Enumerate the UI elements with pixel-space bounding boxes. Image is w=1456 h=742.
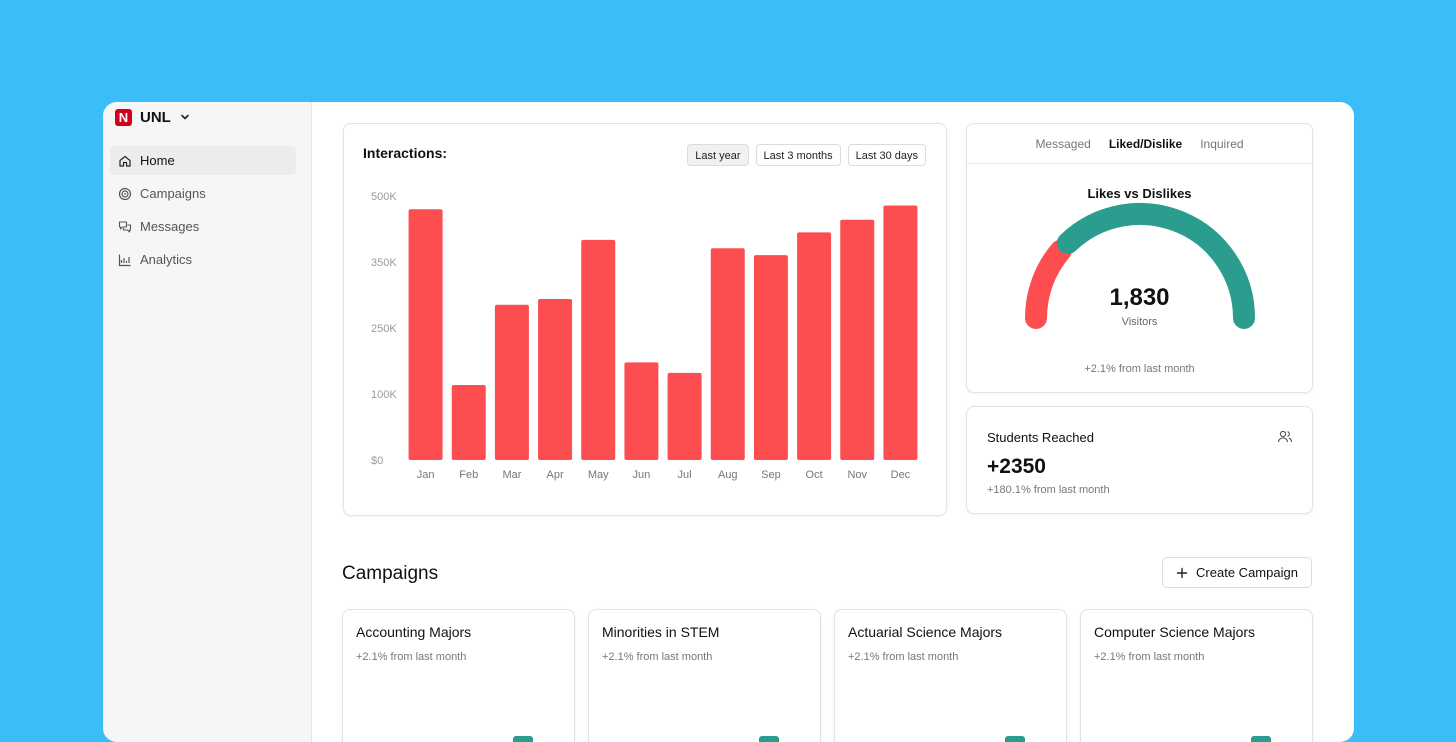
- y-tick-label: 350K: [371, 257, 397, 269]
- likes-dislikes-gauge: [1025, 203, 1255, 329]
- bar-jan[interactable]: [408, 209, 443, 460]
- mini-bar: [1251, 736, 1271, 742]
- x-tick-label: Jul: [678, 469, 692, 481]
- chevron-down-icon: [181, 114, 189, 120]
- x-tick-label: Aug: [718, 469, 738, 481]
- bar-aug[interactable]: [710, 248, 745, 460]
- x-tick-label: Nov: [847, 469, 867, 481]
- campaign-subtitle: +2.1% from last month: [848, 651, 959, 663]
- x-tick-label: Sep: [761, 469, 781, 481]
- sidebar-item-messages[interactable]: Messages: [110, 212, 296, 241]
- range-selector: Last year Last 3 months Last 30 days: [687, 144, 926, 166]
- bar-jul[interactable]: [667, 372, 702, 460]
- home-icon: [119, 155, 131, 167]
- bar-may[interactable]: [581, 239, 616, 460]
- gauge-label: Visitors: [1121, 316, 1158, 328]
- bar-oct[interactable]: [797, 232, 832, 460]
- campaign-card-actuarial[interactable]: Actuarial Science Majors +2.1% from last…: [834, 609, 1067, 742]
- x-tick-label: Jun: [633, 469, 651, 481]
- target-icon: [118, 187, 132, 200]
- gauge-title: Likes vs Dislikes: [1087, 186, 1192, 201]
- range-last-year-button[interactable]: Last year: [687, 144, 749, 166]
- campaign-mini-chart: [1005, 736, 1025, 742]
- sidebar-item-analytics[interactable]: Analytics: [110, 245, 296, 274]
- y-tick-label: 100K: [371, 389, 397, 401]
- campaign-title: Minorities in STEM: [602, 624, 720, 640]
- interactions-card: Interactions: Last year Last 3 months La…: [343, 123, 947, 516]
- gauge-footer: +2.1% from last month: [1084, 363, 1195, 375]
- campaign-mini-chart: [1251, 736, 1271, 742]
- likes-gauge-card: Messaged Liked/Dislike Inquired Likes vs…: [966, 123, 1313, 393]
- tab-liked-dislike[interactable]: Liked/Dislike: [1108, 137, 1183, 151]
- mini-bar: [1005, 736, 1025, 742]
- create-campaign-button[interactable]: Create Campaign: [1162, 557, 1312, 588]
- y-tick-label: $0: [371, 455, 383, 467]
- sidebar-item-label: Home: [140, 153, 175, 168]
- campaigns-title: Campaigns: [342, 563, 439, 584]
- gauge-value: 1,830: [1109, 284, 1170, 311]
- plus-icon: [1176, 567, 1188, 578]
- gauge-likes-arc: [1056, 203, 1255, 329]
- bar-apr[interactable]: [538, 298, 573, 460]
- sidebar-item-label: Campaigns: [140, 186, 206, 201]
- mini-bar: [759, 736, 779, 742]
- bar-dec[interactable]: [883, 205, 918, 460]
- campaign-card-stem[interactable]: Minorities in STEM +2.1% from last month: [588, 609, 821, 742]
- brand-name: UNL: [140, 108, 171, 126]
- x-tick-label: Feb: [459, 469, 478, 481]
- students-reached-footer: +180.1% from last month: [987, 484, 1110, 496]
- students-reached-value: +2350: [987, 455, 1046, 478]
- y-tick-label: 250K: [371, 323, 397, 335]
- campaign-subtitle: +2.1% from last month: [602, 651, 713, 663]
- users-icon: [1277, 430, 1293, 443]
- x-tick-label: Apr: [547, 469, 564, 481]
- campaign-mini-chart: [759, 736, 779, 742]
- range-last-3-months-button[interactable]: Last 3 months: [755, 144, 841, 166]
- bar-mar[interactable]: [494, 304, 529, 460]
- gauge-dislikes-arc: [1025, 239, 1072, 329]
- campaign-title: Computer Science Majors: [1094, 624, 1256, 640]
- sidebar-item-label: Messages: [140, 219, 200, 234]
- sidebar-item-home[interactable]: Home: [110, 146, 296, 175]
- campaign-subtitle: +2.1% from last month: [1094, 651, 1205, 663]
- interactions-title: Interactions:: [363, 145, 448, 161]
- campaign-title: Accounting Majors: [356, 624, 472, 640]
- bar-feb[interactable]: [451, 385, 486, 460]
- brand-logo: N: [115, 108, 132, 126]
- bar-sep[interactable]: [753, 255, 788, 460]
- students-reached-card: Students Reached +2350 +180.1% from last…: [966, 406, 1313, 514]
- create-campaign-label: Create Campaign: [1196, 565, 1298, 580]
- campaign-subtitle: +2.1% from last month: [356, 651, 467, 663]
- bar-jun[interactable]: [624, 362, 659, 460]
- interactions-bar-chart: $0 100K 250K 350K 500K Jan Feb Mar Apr May Jun Jul A…: [371, 191, 918, 481]
- x-tick-label: Mar: [502, 469, 521, 481]
- y-tick-label: 500K: [371, 191, 397, 203]
- messages-icon: [118, 220, 132, 233]
- tab-messaged[interactable]: Messaged: [1035, 137, 1091, 151]
- campaign-card-computer-science[interactable]: Computer Science Majors +2.1% from last …: [1080, 609, 1313, 742]
- gauge-tabs: Messaged Liked/Dislike Inquired: [967, 124, 1312, 164]
- x-tick-label: Dec: [891, 469, 911, 481]
- students-reached-title: Students Reached: [987, 430, 1094, 445]
- bar-nov[interactable]: [840, 219, 875, 460]
- sidebar-item-label: Analytics: [140, 252, 193, 267]
- workspace-switcher[interactable]: N UNL: [115, 108, 191, 126]
- mini-bar: [513, 736, 533, 742]
- x-tick-label: May: [588, 469, 609, 481]
- tab-inquired[interactable]: Inquired: [1200, 137, 1244, 151]
- range-last-30-days-button[interactable]: Last 30 days: [847, 144, 926, 166]
- app-window: N UNL Home Campaigns Messages Analytics: [103, 102, 1354, 742]
- campaign-mini-chart: [513, 736, 533, 742]
- x-tick-label: Jan: [417, 469, 435, 481]
- x-tick-label: Oct: [806, 469, 823, 481]
- sidebar-item-campaigns[interactable]: Campaigns: [110, 179, 296, 208]
- sidebar: N UNL Home Campaigns Messages Analytics: [103, 102, 312, 742]
- campaign-title: Actuarial Science Majors: [848, 624, 1003, 640]
- sidebar-nav: Home Campaigns Messages Analytics: [110, 146, 296, 278]
- campaign-card-accounting[interactable]: Accounting Majors +2.1% from last month: [342, 609, 575, 742]
- analytics-icon: [118, 254, 131, 266]
